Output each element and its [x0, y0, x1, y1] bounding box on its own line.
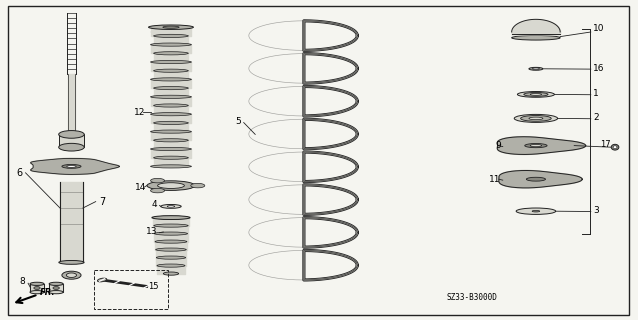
Ellipse shape	[151, 165, 191, 168]
Text: FR.: FR.	[40, 288, 55, 297]
Polygon shape	[499, 171, 582, 188]
Ellipse shape	[524, 143, 547, 148]
Ellipse shape	[514, 115, 558, 123]
Text: 1: 1	[593, 89, 599, 98]
Ellipse shape	[151, 43, 191, 46]
Text: 15: 15	[148, 282, 158, 291]
Ellipse shape	[153, 216, 189, 219]
Ellipse shape	[67, 165, 77, 167]
Ellipse shape	[154, 52, 188, 55]
Text: 13: 13	[146, 228, 158, 236]
Ellipse shape	[154, 34, 188, 37]
Ellipse shape	[151, 26, 191, 29]
Ellipse shape	[526, 177, 545, 181]
Ellipse shape	[611, 144, 619, 150]
Ellipse shape	[532, 211, 540, 212]
Ellipse shape	[30, 282, 44, 285]
Text: 9: 9	[495, 141, 501, 150]
Ellipse shape	[516, 208, 556, 214]
Text: 11: 11	[489, 175, 501, 184]
Text: 17: 17	[600, 140, 611, 149]
Ellipse shape	[30, 291, 44, 294]
Ellipse shape	[167, 206, 175, 207]
Ellipse shape	[149, 25, 193, 29]
Ellipse shape	[154, 156, 188, 159]
Ellipse shape	[530, 93, 542, 95]
Ellipse shape	[151, 113, 191, 116]
Ellipse shape	[191, 183, 205, 188]
Ellipse shape	[532, 68, 539, 70]
Ellipse shape	[34, 287, 40, 289]
Ellipse shape	[98, 278, 107, 282]
Ellipse shape	[59, 143, 84, 151]
Text: 7: 7	[99, 196, 105, 207]
Ellipse shape	[524, 92, 548, 96]
Text: SZ33-B3000D: SZ33-B3000D	[447, 293, 498, 302]
Text: 4: 4	[152, 200, 158, 209]
FancyBboxPatch shape	[59, 134, 84, 147]
Ellipse shape	[59, 131, 84, 138]
Ellipse shape	[156, 256, 186, 259]
Ellipse shape	[517, 92, 554, 97]
Ellipse shape	[163, 272, 179, 275]
Ellipse shape	[155, 240, 187, 243]
Text: 14: 14	[135, 183, 147, 192]
Ellipse shape	[154, 139, 188, 142]
Ellipse shape	[151, 188, 165, 193]
Ellipse shape	[529, 117, 543, 120]
Ellipse shape	[49, 291, 63, 294]
Ellipse shape	[151, 60, 191, 64]
Ellipse shape	[152, 216, 190, 220]
Polygon shape	[497, 137, 586, 155]
Ellipse shape	[512, 36, 560, 40]
Ellipse shape	[147, 181, 195, 190]
Ellipse shape	[154, 121, 188, 124]
Ellipse shape	[66, 273, 77, 277]
Text: 2: 2	[593, 113, 599, 122]
Ellipse shape	[62, 164, 81, 168]
Ellipse shape	[154, 224, 188, 227]
Ellipse shape	[161, 204, 181, 208]
Text: 12: 12	[134, 108, 145, 116]
Ellipse shape	[158, 183, 184, 188]
Ellipse shape	[151, 178, 165, 183]
Ellipse shape	[59, 260, 84, 264]
Ellipse shape	[151, 95, 191, 99]
Ellipse shape	[521, 116, 551, 121]
Ellipse shape	[53, 287, 59, 289]
Ellipse shape	[157, 264, 185, 267]
Ellipse shape	[154, 104, 188, 107]
Text: 10: 10	[593, 24, 605, 33]
Text: 5: 5	[235, 117, 241, 126]
Ellipse shape	[613, 146, 617, 149]
Ellipse shape	[529, 68, 543, 70]
Ellipse shape	[49, 282, 63, 285]
Ellipse shape	[154, 86, 188, 90]
Text: 8: 8	[19, 277, 25, 286]
Ellipse shape	[154, 69, 188, 72]
Ellipse shape	[151, 78, 191, 81]
Polygon shape	[31, 158, 119, 174]
Ellipse shape	[62, 271, 81, 279]
Ellipse shape	[154, 232, 188, 235]
Text: 3: 3	[593, 206, 599, 215]
Text: 6: 6	[16, 168, 22, 178]
Ellipse shape	[151, 130, 191, 133]
Text: 16: 16	[593, 64, 605, 73]
Ellipse shape	[163, 26, 179, 28]
Ellipse shape	[530, 145, 542, 147]
Ellipse shape	[156, 248, 186, 251]
Ellipse shape	[151, 148, 191, 151]
